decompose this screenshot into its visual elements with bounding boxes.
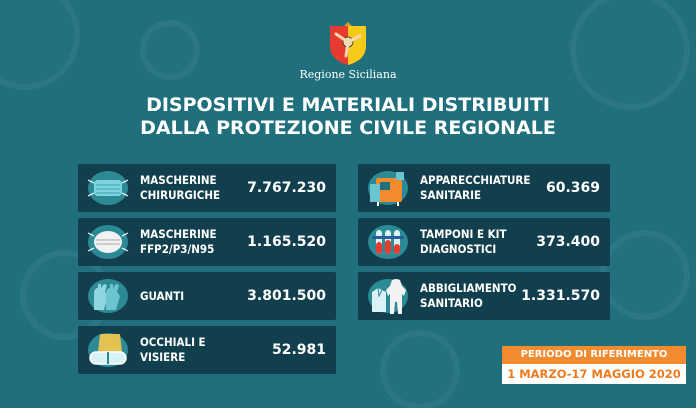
- item-value: 1.165.520: [247, 234, 326, 250]
- title-line-2: DALLA PROTEZIONE CIVILE REGIONALE: [140, 117, 556, 139]
- protective-clothing-icon: [368, 279, 408, 314]
- item-label: OCCHIALI E VISIERE: [140, 335, 206, 364]
- virus-decoration: [570, 0, 690, 110]
- region-name: Regione Siciliana: [299, 68, 397, 81]
- title-line-1: DISPOSITIVI E MATERIALI DISTRIBUITI: [146, 94, 550, 116]
- item-card-protective-clothing: ABBIGLIAMENTO SANITARIO 1.331.570: [358, 272, 610, 320]
- page-title: DISPOSITIVI E MATERIALI DISTRIBUITI DALL…: [0, 94, 696, 140]
- item-label: TAMPONI E KIT DIAGNOSTICI: [420, 227, 507, 256]
- item-value: 1.331.570: [521, 288, 600, 304]
- test-tubes-icon: [368, 225, 408, 259]
- virus-decoration: [380, 330, 460, 408]
- item-card-surgical-masks: MASCHERINE CHIRURGICHE 7.767.230: [78, 164, 336, 212]
- item-card-gloves: GUANTI 3.801.500: [78, 272, 336, 320]
- gloves-icon: [88, 279, 128, 313]
- item-value: 7.767.230: [247, 180, 326, 196]
- item-card-medical-equipment: APPARECCHIATURE SANITARIE 60.369: [358, 164, 610, 212]
- reference-period-label: PERIODO DI RIFERIMENTO: [502, 346, 686, 364]
- item-card-test-kits: TAMPONI E KIT DIAGNOSTICI 373.400: [358, 218, 610, 266]
- header: Regione Siciliana: [0, 20, 696, 81]
- item-label: MASCHERINE FFP2/P3/N95: [140, 227, 217, 256]
- item-value: 373.400: [536, 234, 600, 250]
- surgical-mask-icon: [87, 171, 129, 205]
- item-label: GUANTI: [140, 288, 185, 303]
- virus-decoration: [600, 230, 690, 320]
- item-label: ABBIGLIAMENTO SANITARIO: [420, 281, 517, 310]
- item-label: APPARECCHIATURE SANITARIE: [420, 173, 531, 202]
- item-value: 60.369: [545, 180, 600, 196]
- virus-decoration: [140, 20, 200, 80]
- goggles-icon: [88, 333, 128, 367]
- virus-decoration: [0, 0, 80, 90]
- item-card-ffp2-masks: MASCHERINE FFP2/P3/N95 1.165.520: [78, 218, 336, 266]
- reference-period: PERIODO DI RIFERIMENTO 1 MARZO-17 MAGGIO…: [502, 346, 686, 384]
- item-value: 52.981: [271, 342, 326, 358]
- ffp2-mask-icon: [87, 225, 129, 259]
- reference-period-dates: 1 MARZO-17 MAGGIO 2020: [502, 364, 686, 384]
- item-value: 3.801.500: [247, 288, 326, 304]
- item-label: MASCHERINE CHIRURGICHE: [140, 173, 221, 202]
- medical-equipment-icon: [368, 171, 408, 206]
- item-card-goggles: OCCHIALI E VISIERE 52.981: [78, 326, 336, 374]
- sicily-crest-icon: [330, 22, 366, 65]
